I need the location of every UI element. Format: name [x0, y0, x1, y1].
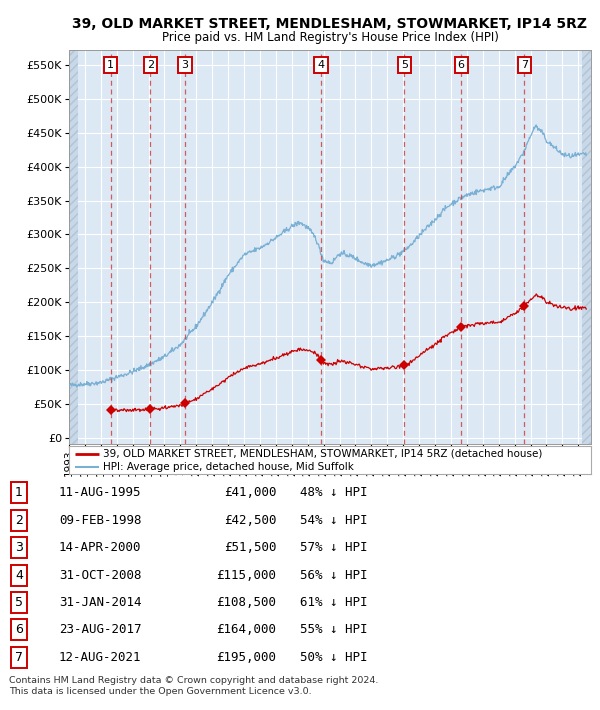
- Text: This data is licensed under the Open Government Licence v3.0.: This data is licensed under the Open Gov…: [9, 687, 311, 697]
- Text: 57% ↓ HPI: 57% ↓ HPI: [300, 541, 367, 555]
- Text: £51,500: £51,500: [224, 541, 277, 555]
- Text: 2: 2: [15, 514, 23, 527]
- Text: 1: 1: [15, 486, 23, 499]
- Text: 50% ↓ HPI: 50% ↓ HPI: [300, 651, 367, 664]
- Text: 3: 3: [15, 541, 23, 555]
- Text: £108,500: £108,500: [217, 596, 277, 609]
- Text: 39, OLD MARKET STREET, MENDLESHAM, STOWMARKET, IP14 5RZ: 39, OLD MARKET STREET, MENDLESHAM, STOWM…: [73, 17, 587, 31]
- Text: 7: 7: [521, 60, 528, 70]
- Text: 31-OCT-2008: 31-OCT-2008: [59, 569, 142, 581]
- Text: 39, OLD MARKET STREET, MENDLESHAM, STOWMARKET, IP14 5RZ (detached house): 39, OLD MARKET STREET, MENDLESHAM, STOWM…: [103, 449, 542, 459]
- Text: £164,000: £164,000: [217, 623, 277, 636]
- Text: 2: 2: [147, 60, 154, 70]
- Bar: [582, 50, 591, 444]
- Text: 6: 6: [458, 60, 464, 70]
- Text: £115,000: £115,000: [217, 569, 277, 581]
- Text: £42,500: £42,500: [224, 514, 277, 527]
- Text: 61% ↓ HPI: 61% ↓ HPI: [300, 596, 367, 609]
- Bar: [69, 50, 78, 444]
- Text: 55% ↓ HPI: 55% ↓ HPI: [300, 623, 367, 636]
- Text: 23-AUG-2017: 23-AUG-2017: [59, 623, 142, 636]
- Text: £195,000: £195,000: [217, 651, 277, 664]
- Text: 12-AUG-2021: 12-AUG-2021: [59, 651, 142, 664]
- Text: 7: 7: [15, 651, 23, 664]
- Text: 14-APR-2000: 14-APR-2000: [59, 541, 142, 555]
- Text: 5: 5: [401, 60, 408, 70]
- Text: £41,000: £41,000: [224, 486, 277, 499]
- Text: HPI: Average price, detached house, Mid Suffolk: HPI: Average price, detached house, Mid …: [103, 462, 354, 472]
- Text: 31-JAN-2014: 31-JAN-2014: [59, 596, 142, 609]
- Text: 5: 5: [15, 596, 23, 609]
- Text: 4: 4: [15, 569, 23, 581]
- Text: 1: 1: [107, 60, 114, 70]
- Text: Contains HM Land Registry data © Crown copyright and database right 2024.: Contains HM Land Registry data © Crown c…: [9, 676, 379, 685]
- Text: 48% ↓ HPI: 48% ↓ HPI: [300, 486, 367, 499]
- Text: 6: 6: [15, 623, 23, 636]
- Text: 11-AUG-1995: 11-AUG-1995: [59, 486, 142, 499]
- Text: 09-FEB-1998: 09-FEB-1998: [59, 514, 142, 527]
- Text: 4: 4: [317, 60, 325, 70]
- Text: 56% ↓ HPI: 56% ↓ HPI: [300, 569, 367, 581]
- Text: Price paid vs. HM Land Registry's House Price Index (HPI): Price paid vs. HM Land Registry's House …: [161, 31, 499, 43]
- Text: 54% ↓ HPI: 54% ↓ HPI: [300, 514, 367, 527]
- Text: 3: 3: [182, 60, 188, 70]
